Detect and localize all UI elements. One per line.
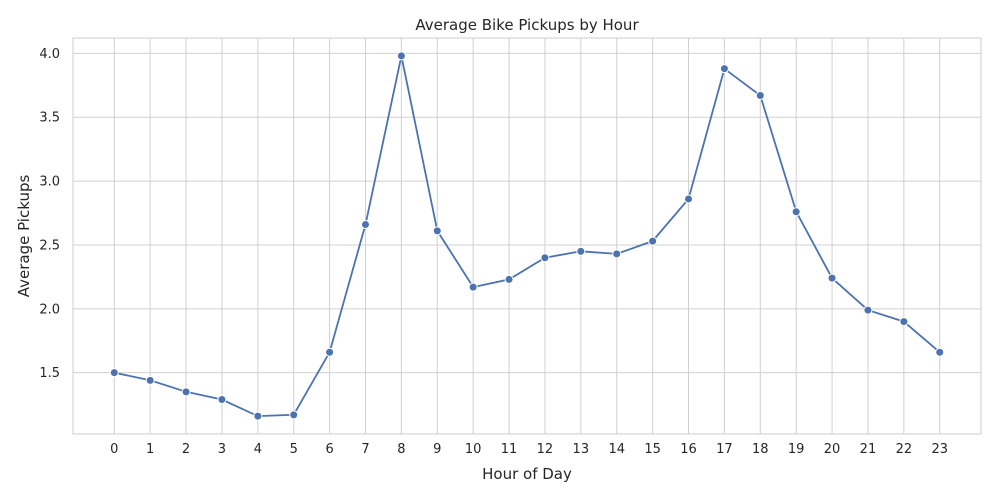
data-point [181,387,191,397]
x-tick-label: 9 [433,442,441,457]
x-tick-label: 23 [931,442,948,457]
data-point [612,249,622,259]
y-tick-label: 3.0 [39,175,60,190]
x-tick-label: 21 [860,442,877,457]
x-tick-label: 19 [788,442,805,457]
data-point [827,273,837,283]
y-tick-labels: 1.5 2.0 2.5 3.0 3.5 4.0 [39,47,60,381]
chart-title: Average Bike Pickups by Hour [415,16,639,34]
data-point [935,347,945,357]
x-tick-label: 15 [644,442,661,457]
x-tick-label: 4 [254,442,262,457]
x-tick-label: 18 [752,442,769,457]
data-point [899,317,909,327]
y-axis-label: Average Pickups [15,175,33,298]
x-tick-label: 3 [218,442,226,457]
plot-frame [72,37,982,435]
data-point [504,274,514,284]
data-point [109,368,119,378]
x-tick-label: 14 [608,442,625,457]
data-point [648,236,658,246]
data-point [145,375,155,385]
y-tick-label: 2.5 [39,238,60,253]
data-point [576,246,586,256]
data-point [432,226,442,236]
data-point [719,64,729,74]
x-tick-label: 16 [680,442,697,457]
x-tick-label: 2 [182,442,190,457]
x-tick-label: 17 [716,442,733,457]
data-point [325,347,335,357]
x-tick-label: 11 [501,442,518,457]
data-point [360,220,370,230]
x-tick-label: 12 [537,442,554,457]
x-tick-label: 7 [361,442,369,457]
x-tick-label: 20 [824,442,841,457]
y-tick-label: 1.5 [39,366,60,381]
x-tick-label: 22 [896,442,913,457]
data-point [863,305,873,315]
x-tick-label: 13 [573,442,590,457]
y-tick-label: 3.5 [39,111,60,126]
x-tick-labels: 0 1 2 3 4 5 6 7 8 9 10 11 12 13 14 15 16 17 18 19 20 21 22 23 [110,442,948,457]
x-axis-label: Hour of Day [482,465,572,483]
data-point [253,411,263,421]
data-point [684,194,694,204]
data-point [396,51,406,61]
series-layer [109,51,945,421]
data-point [468,282,478,292]
data-point [289,410,299,420]
x-tick-label: 10 [465,442,482,457]
x-tick-label: 0 [110,442,118,457]
x-tick-label: 5 [290,442,298,457]
x-tick-label: 8 [397,442,405,457]
y-tick-label: 2.0 [39,302,60,317]
data-point [540,253,550,263]
grid [73,38,981,434]
x-tick-label: 6 [325,442,333,457]
x-tick-label: 1 [146,442,154,457]
data-point [755,90,765,100]
data-point [217,395,227,405]
series-line [114,55,941,418]
data-point [791,207,801,217]
y-tick-label: 4.0 [39,47,60,62]
